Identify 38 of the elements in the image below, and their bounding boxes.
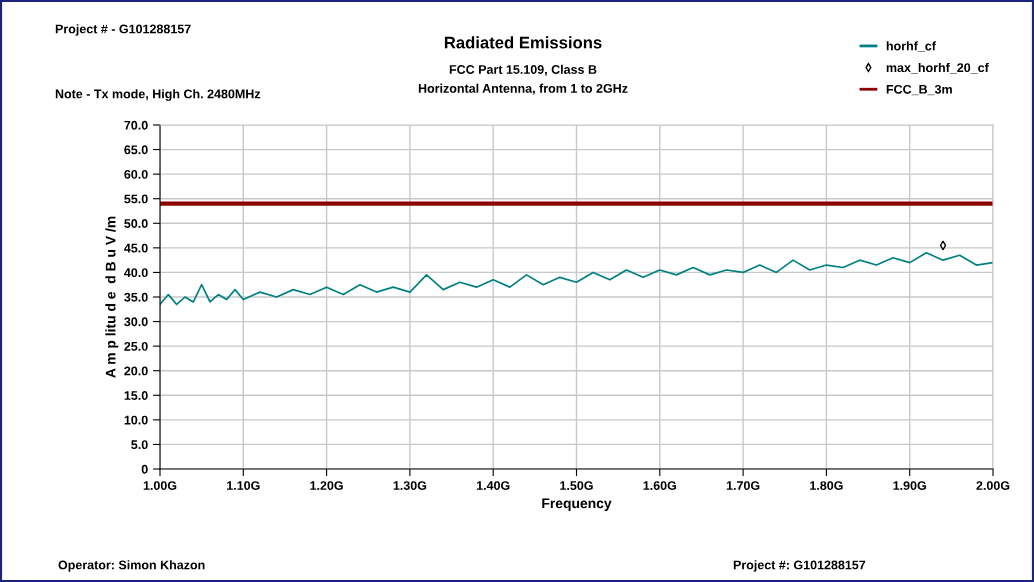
- y-tick-label: 25.0: [124, 341, 148, 351]
- y-tick-label: 40.0: [124, 268, 148, 278]
- line-series: [160, 251, 993, 306]
- text: Note - Tx mode, High Ch. 2480MHz: [55, 89, 261, 101]
- legend-label: max_horhf_20_cf: [886, 62, 989, 74]
- x-tick-label: 1.60G: [643, 481, 677, 490]
- x-tick-label: 1.90G: [893, 481, 926, 490]
- x-tick-label: 1.30G: [393, 481, 427, 490]
- x-tick-label: 1.50G: [560, 481, 593, 490]
- chart-subtitle: FCC Part 15.109, Class B Horizontal Antenna, from 1 to 2GHz: [418, 64, 628, 95]
- y-tick-label: 70.0: [124, 120, 148, 130]
- y-tick-label: 0: [141, 464, 148, 474]
- x-tick-label: 1.70G: [726, 481, 760, 490]
- x-axis-title: Frequency: [542, 498, 612, 511]
- y-tick-label: 50.0: [124, 219, 148, 228]
- text: Operator: Simon Khazon: [58, 560, 205, 572]
- y-tick-label: 20.0: [124, 366, 148, 376]
- y-tick-label: 60.0: [124, 169, 148, 179]
- text: Project #: G101288157: [733, 560, 866, 572]
- legend-label: FCC_B_3m: [886, 84, 952, 96]
- y-tick-label: 35.0: [124, 292, 148, 302]
- y-tick-label: 30.0: [124, 317, 148, 327]
- text: Project # - G101288157: [55, 24, 191, 36]
- x-tick-label: 1.00G: [143, 481, 177, 490]
- y-tick-label: 45.0: [124, 243, 148, 253]
- y-axis-title: A m p litu d e d B u V /m: [105, 216, 119, 378]
- legend-label: horhf_cf: [886, 41, 936, 52]
- x-tick-label: 1.20G: [310, 481, 343, 490]
- y-tick-label: 5.0: [131, 440, 148, 450]
- x-tick-label: 2.00G: [976, 481, 1010, 490]
- chart-title: Radiated Emissions: [444, 36, 602, 49]
- y-tick-label: 15.0: [124, 391, 148, 400]
- x-tick-label: 1.40G: [476, 481, 510, 490]
- y-tick-label: 55.0: [124, 194, 148, 204]
- x-tick-label: 1.10G: [227, 481, 260, 490]
- y-tick-label: 10.0: [124, 415, 148, 425]
- x-tick-label: 1.80G: [810, 481, 843, 490]
- y-tick-label: 65.0: [124, 145, 148, 155]
